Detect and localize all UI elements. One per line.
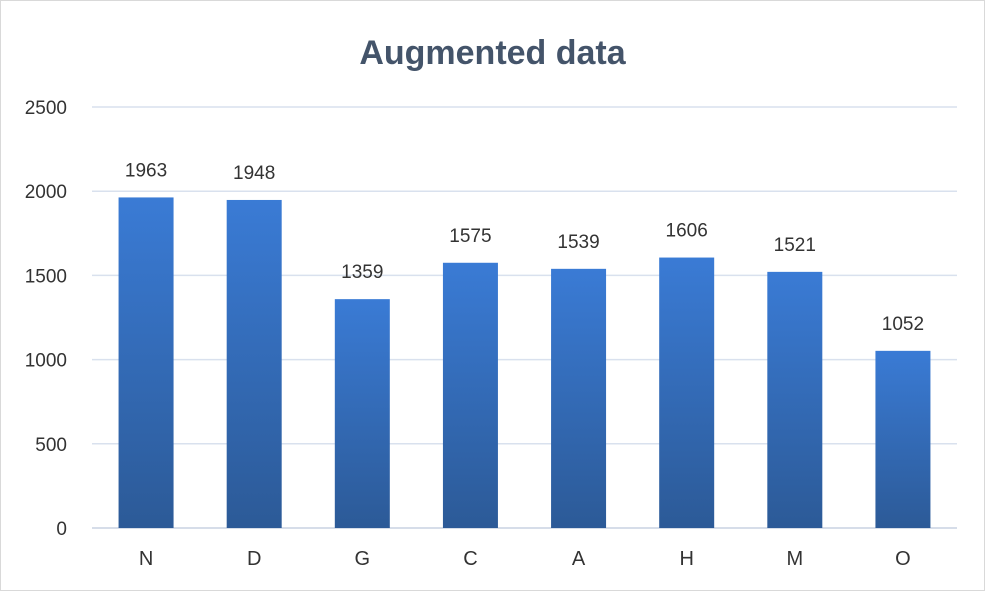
- y-tick-label: 1500: [25, 266, 67, 287]
- data-label-N: 1963: [125, 160, 167, 181]
- bar-O: [875, 350, 931, 528]
- category-label-N: N: [139, 548, 153, 570]
- y-tick-label: 2500: [25, 98, 67, 119]
- bar-H: [659, 257, 715, 528]
- bar-N: [118, 197, 174, 529]
- data-label-A: 1539: [557, 232, 599, 253]
- data-label-C: 1575: [449, 226, 491, 247]
- y-tick-label: 0: [56, 519, 67, 540]
- y-tick-label: 1000: [25, 351, 67, 372]
- gridlines: [92, 106, 957, 529]
- y-tick-label: 500: [35, 435, 67, 456]
- bar-C: [442, 262, 498, 528]
- bar-M: [767, 271, 823, 528]
- data-label-M: 1521: [774, 235, 816, 256]
- category-label-G: G: [355, 548, 371, 570]
- category-label-C: C: [463, 548, 477, 570]
- bars: [118, 197, 931, 529]
- category-label-A: A: [572, 548, 586, 570]
- data-label-H: 1606: [666, 221, 708, 242]
- bar-D: [226, 199, 282, 529]
- category-label-O: O: [895, 548, 911, 570]
- category-label-D: D: [247, 548, 261, 570]
- category-label-H: H: [679, 548, 693, 570]
- y-axis-ticks: 0 500 1000 1500 2000 2500: [25, 98, 67, 540]
- data-label-G: 1359: [341, 262, 383, 283]
- data-label-D: 1948: [233, 163, 275, 184]
- data-labels: 1963 1948 1359 1575 1539 1606 1521 1052: [125, 160, 924, 334]
- data-label-O: 1052: [882, 314, 924, 335]
- category-label-M: M: [786, 548, 803, 570]
- chart-title: Augmented data: [359, 34, 626, 72]
- bar-A: [551, 268, 607, 528]
- y-tick-label: 2000: [25, 182, 67, 203]
- bar-G: [334, 299, 390, 528]
